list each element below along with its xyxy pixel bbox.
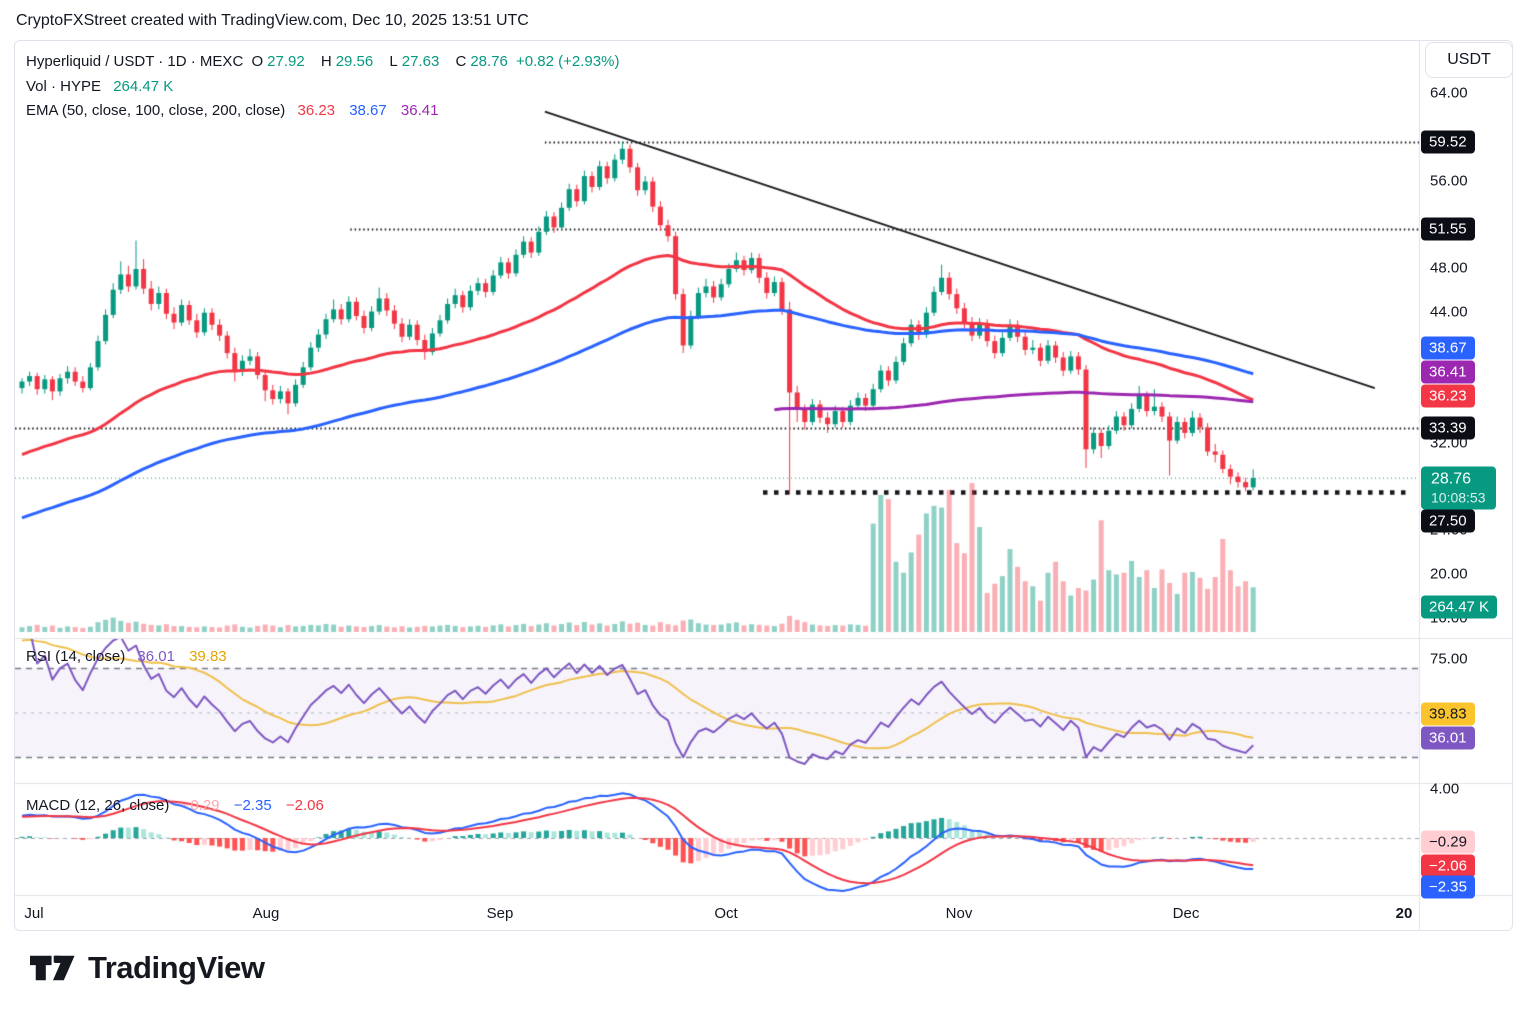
rsi-ma-badge: 39.83 — [1421, 702, 1475, 726]
time-label-oct[interactable]: Oct — [714, 905, 738, 922]
ema200-badge: 36.41 — [1421, 360, 1475, 384]
low-label: L — [389, 53, 398, 70]
ema200-value: 36.41 — [400, 102, 439, 119]
legend-ema-row: EMA (50, close, 100, close, 200, close) … — [26, 102, 442, 119]
tradingview-logo-text: TradingView — [88, 950, 265, 985]
macd-hist-badge: −0.29 — [1421, 830, 1475, 854]
macd-line-badge: −2.35 — [1421, 875, 1475, 899]
resistance-badge-5155: 51.55 — [1421, 217, 1475, 241]
price-tick: 56.00 — [1430, 172, 1468, 190]
legend-volume-row: Vol · HYPE 264.47 K — [26, 78, 177, 95]
last-price-badge: 28.76 10:08:53 — [1421, 466, 1496, 510]
volume-label: Vol · HYPE — [26, 78, 102, 95]
rsi-tick: 75.00 — [1430, 650, 1468, 668]
resistance-badge-5952: 59.52 — [1421, 130, 1475, 154]
time-label-nov[interactable]: Nov — [945, 905, 973, 922]
ema50-badge: 36.23 — [1421, 384, 1475, 408]
macd-tick: 4.00 — [1430, 780, 1460, 798]
time-label-20[interactable]: 20 — [1395, 905, 1413, 922]
macd-hist-value: −0.29 — [181, 797, 220, 814]
bar-countdown: 10:08:53 — [1431, 489, 1486, 506]
macd-label[interactable]: MACD (12, 26, close) — [26, 797, 170, 814]
change-value: +0.82 (+2.93%) — [516, 53, 620, 70]
symbol-title[interactable]: Hyperliquid / USDT · 1D · MEXC — [26, 53, 244, 70]
high-value: 29.56 — [335, 53, 374, 70]
open-value: 27.92 — [267, 53, 305, 70]
close-label: C — [455, 53, 467, 70]
ema100-value: 38.67 — [349, 102, 387, 119]
price-tick: 64.00 — [1430, 84, 1468, 102]
time-label-aug[interactable]: Aug — [252, 905, 280, 922]
ema-label[interactable]: EMA (50, close, 100, close, 200, close) — [26, 102, 286, 119]
rsi-ma-value: 39.83 — [189, 648, 227, 665]
volume-value: 264.47 K — [113, 78, 174, 95]
price-tick: 44.00 — [1430, 303, 1468, 321]
price-tick: 20.00 — [1430, 565, 1468, 583]
ema50-value: 36.23 — [297, 102, 336, 119]
low-value: 27.63 — [401, 53, 440, 70]
close-value: 28.76 — [470, 53, 508, 70]
macd-label-row: MACD (12, 26, close) −0.29 −2.35 −2.06 — [26, 797, 328, 814]
volume-badge: 264.47 K — [1421, 595, 1498, 619]
support-badge-3339: 33.39 — [1421, 416, 1475, 440]
ema100-badge: 38.67 — [1421, 336, 1475, 360]
macd-signal-badge: −2.06 — [1421, 854, 1475, 878]
tradingview-logo-icon — [30, 955, 75, 981]
last-price-value: 28.76 — [1431, 470, 1472, 488]
price-tick: 48.00 — [1430, 259, 1468, 277]
time-label-sep[interactable]: Sep — [486, 905, 514, 922]
macd-signal-value: −2.06 — [285, 797, 324, 814]
support-badge-2750: 27.50 — [1421, 509, 1475, 533]
macd-line-value: −2.35 — [233, 797, 272, 814]
currency-axis-button[interactable]: USDT — [1425, 42, 1513, 78]
rsi-label[interactable]: RSI (14, close) — [26, 648, 126, 665]
high-label: H — [320, 53, 332, 70]
rsi-value: 36.01 — [137, 648, 175, 665]
tradingview-logo[interactable]: TradingView — [30, 950, 265, 986]
rsi-label-row: RSI (14, close) 36.01 39.83 — [26, 648, 231, 665]
rsi-badge: 36.01 — [1421, 726, 1475, 750]
open-label: O — [251, 53, 264, 70]
time-label-dec[interactable]: Dec — [1172, 905, 1200, 922]
time-label-jul[interactable]: Jul — [24, 905, 44, 922]
attribution-text: CryptoFXStreet created with TradingView.… — [16, 12, 529, 29]
